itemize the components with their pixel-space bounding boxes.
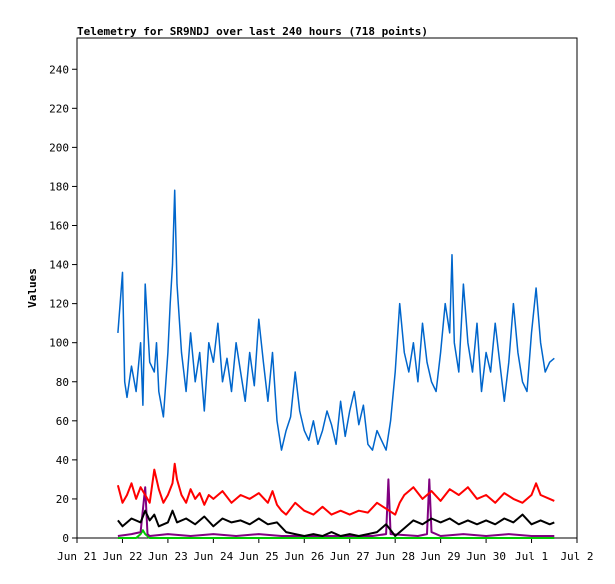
x-tick-label: Jun 25 <box>239 550 279 563</box>
y-tick-label: 40 <box>56 454 69 467</box>
series-line-2 <box>117 509 555 537</box>
x-tick-label: Jun 29 <box>421 550 461 563</box>
x-tick-label: Jun 28 <box>375 550 415 563</box>
x-tick-label: Jul 2 <box>560 550 593 563</box>
y-tick-label: 60 <box>56 415 69 428</box>
x-tick-label: Jun 22 <box>103 550 143 563</box>
series-line-3 <box>117 478 555 537</box>
x-tick-label: Jun 23 <box>148 550 188 563</box>
y-tick-label: 20 <box>56 493 69 506</box>
series-line-0 <box>117 189 555 451</box>
y-tick-label: 80 <box>56 376 69 389</box>
x-tick-label: Jun 27 <box>330 550 370 563</box>
y-tick-label: 120 <box>49 298 69 311</box>
y-tick-label: 100 <box>49 337 69 350</box>
y-tick-label: 200 <box>49 141 69 154</box>
series-line-1 <box>116 462 555 516</box>
y-tick-label: 0 <box>62 532 69 545</box>
chart-title: Telemetry for SR9NDJ over last 240 hours… <box>77 25 428 38</box>
series-layer <box>116 189 555 539</box>
x-tick-label: Jul 1 <box>515 550 548 563</box>
x-axis: Jun 21 Jun 22 Jun 23 Jun 24 Jun 25 Jun 26 Jun … <box>57 538 594 563</box>
series-line-4 <box>117 529 555 539</box>
x-tick-label: Jun 21 <box>57 550 97 563</box>
y-tick-label: 140 <box>49 259 69 272</box>
x-tick-label: Jun 26 <box>284 550 324 563</box>
y-tick-label: 160 <box>49 220 69 233</box>
x-tick-label: Jun 24 <box>193 550 233 563</box>
y-tick-label: 240 <box>49 63 69 76</box>
y-axis-label: Values <box>26 268 39 308</box>
plot-area-frame <box>76 37 578 539</box>
x-tick-label: Jun 30 <box>466 550 506 563</box>
y-tick-label: 220 <box>49 102 69 115</box>
y-axis: 0 20 40 60 80 100 120 140 160 180 200 220 240 <box>49 63 77 545</box>
y-tick-label: 180 <box>49 180 69 193</box>
